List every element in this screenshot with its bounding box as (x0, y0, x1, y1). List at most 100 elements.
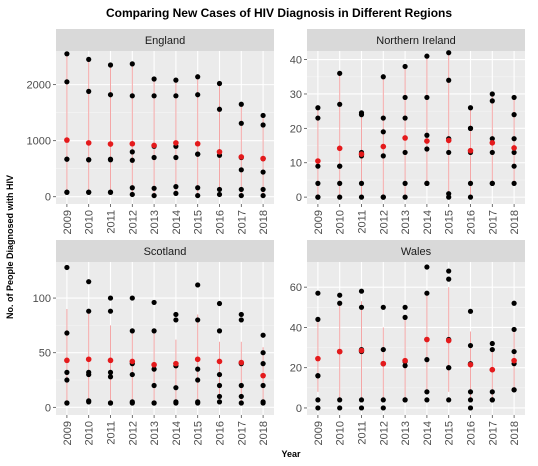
data-point (238, 120, 244, 126)
panel-scotland: Scotland 0 50 100 2009 2010 2011 2012 2013 2014 20… (33, 240, 274, 445)
data-point (238, 393, 244, 400)
data-point (173, 400, 179, 406)
data-point (107, 369, 114, 375)
data-point (173, 154, 179, 161)
data-point (260, 192, 266, 199)
data-point (489, 180, 495, 186)
data-point (380, 129, 386, 135)
data-point (315, 373, 321, 379)
strip-northern-ireland (307, 29, 525, 51)
data-point (337, 292, 343, 298)
data-point (489, 98, 495, 104)
data-point (129, 157, 135, 163)
data-point (107, 295, 114, 301)
data-point (64, 264, 70, 271)
data-point (64, 189, 70, 195)
data-point (358, 112, 365, 118)
data-point (129, 371, 135, 378)
x-tick-label: 2016 (215, 421, 227, 445)
data-point (315, 105, 321, 111)
data-point (337, 180, 343, 186)
data-point (151, 366, 157, 372)
mean-point (107, 141, 114, 147)
data-point (260, 332, 266, 338)
x-tick-label: 2009 (313, 210, 325, 234)
data-point (446, 149, 452, 156)
y-tick-label: 0 (45, 402, 51, 414)
data-point (380, 115, 386, 121)
data-point (337, 194, 343, 200)
data-point (216, 300, 223, 307)
data-point (151, 154, 157, 161)
x-tick-label: 2016 (215, 210, 227, 234)
data-point (151, 382, 157, 389)
panel-background (56, 51, 274, 204)
mean-point (467, 147, 474, 154)
data-point (315, 316, 321, 322)
data-point (151, 192, 157, 199)
data-point (315, 194, 321, 200)
x-tick-label: 2010 (335, 421, 347, 445)
data-point (511, 163, 517, 169)
data-point (86, 371, 92, 378)
data-point (446, 276, 452, 282)
data-point (216, 186, 223, 193)
x-tick-label: 2017 (487, 210, 499, 234)
x-tick-label: 2017 (236, 421, 248, 445)
mean-point (85, 356, 92, 363)
y-tick-label: 40 (290, 55, 302, 67)
data-point (216, 80, 223, 87)
data-point (151, 328, 157, 334)
data-point (64, 377, 70, 383)
y-tick-label: 60 (290, 282, 302, 294)
data-point (107, 374, 114, 380)
data-point (511, 300, 517, 306)
data-point (107, 62, 114, 68)
panel-northern-ireland: Northern Ireland 0 10 20 30 40 2009 2010 2011 201… (290, 29, 525, 234)
data-point (173, 385, 179, 391)
data-point (129, 61, 135, 67)
data-point (358, 304, 365, 310)
data-point (489, 136, 495, 142)
data-point (107, 92, 114, 98)
mean-point (380, 143, 387, 150)
x-tick-label: 2010 (84, 421, 96, 445)
data-point (216, 399, 223, 405)
data-point (238, 186, 244, 193)
x-tick-label: 2012 (127, 210, 139, 234)
x-tick-label: 2014 (422, 421, 434, 445)
data-point (129, 149, 135, 155)
mean-point (64, 137, 70, 143)
data-point (64, 79, 70, 85)
data-point (315, 163, 321, 169)
x-tick-label: 2012 (378, 210, 390, 234)
data-point (195, 282, 201, 288)
data-point (260, 350, 266, 356)
data-point (173, 77, 179, 83)
strip-label: Scotland (144, 246, 187, 258)
data-point (216, 191, 223, 198)
data-point (467, 194, 474, 200)
mean-point (173, 360, 179, 367)
x-tick-label: 2014 (422, 210, 434, 234)
data-point (380, 346, 386, 353)
x-tick-label: 2016 (466, 210, 478, 234)
data-point (424, 397, 430, 403)
mean-point (260, 155, 266, 162)
y-tick-label: 2000 (27, 80, 51, 92)
data-point (402, 63, 408, 70)
x-tick-label: 2011 (106, 421, 118, 445)
mean-point (107, 357, 114, 364)
data-point (195, 366, 201, 372)
data-point (151, 400, 157, 406)
x-tick-label: 2015 (193, 210, 205, 234)
data-point (260, 400, 266, 406)
data-point (238, 167, 244, 173)
mean-point (216, 149, 223, 155)
data-point (380, 194, 386, 200)
data-point (315, 115, 321, 121)
data-point (216, 328, 223, 334)
y-tick-label: 50 (39, 348, 51, 360)
